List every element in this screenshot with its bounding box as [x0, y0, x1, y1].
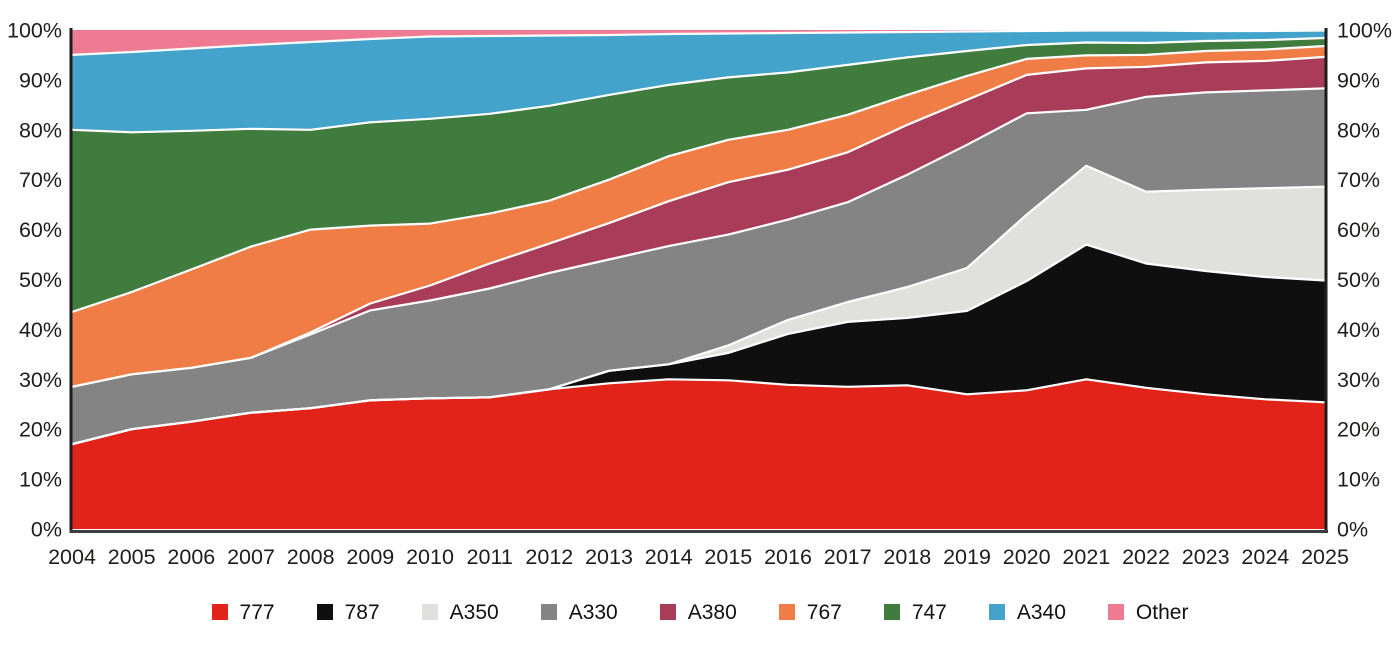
- x-axis-labels: 2004 2005 2006 2007 2008 2009 2010 2011 2012 2013…: [48, 545, 1349, 569]
- x-tick-label: 2016: [764, 545, 812, 569]
- x-tick-label: 2011: [467, 545, 513, 569]
- legend-item-787: 787: [316, 600, 380, 624]
- x-axis-line: [69, 530, 1328, 533]
- y-tick-label-right: 0%: [1337, 518, 1368, 542]
- y-axis-line-left: [69, 28, 73, 533]
- legend-label: 767: [806, 600, 842, 624]
- x-tick-label: 2009: [346, 545, 394, 569]
- y-axis-labels-left: 0% 10% 20% 30% 40% 50% 60% 70% 80% 90% 100%: [7, 19, 62, 542]
- y-tick-label-right: 60%: [1337, 218, 1380, 242]
- y-tick-label-left: 50%: [19, 268, 62, 292]
- legend-label: Other: [1135, 600, 1189, 624]
- y-tick-label-left: 10%: [19, 468, 62, 492]
- legend-item-a350: A350: [421, 600, 499, 624]
- legend-item-777: 777: [211, 600, 275, 624]
- legend-swatch-icon: [883, 604, 900, 620]
- x-tick-label: 2025: [1301, 545, 1349, 569]
- legend-swatch-icon: [540, 604, 557, 620]
- legend-swatch-icon: [421, 604, 438, 620]
- legend-label: 777: [239, 600, 275, 624]
- x-tick-label: 2023: [1182, 545, 1230, 569]
- band-separator: [71, 55, 1326, 388]
- y-tick-label-right: 50%: [1337, 268, 1380, 292]
- area-band-747: [72, 38, 1325, 312]
- x-tick-label: 2004: [48, 545, 96, 569]
- chart-legend: 777 787 A350 A330 A380 767 747 A340 Other: [0, 599, 1400, 625]
- x-tick-label: 2014: [645, 545, 693, 569]
- y-axis-line-right: [1324, 28, 1328, 533]
- legend-swatch-icon: [778, 604, 795, 620]
- legend-item-747: 747: [883, 600, 947, 624]
- legend-label: A380: [687, 600, 737, 624]
- y-tick-label-right: 10%: [1337, 468, 1380, 492]
- area-band-a380: [72, 56, 1325, 387]
- area-band-a330: [72, 88, 1325, 445]
- y-tick-label-right: 20%: [1337, 418, 1380, 442]
- legend-item-a380: A380: [659, 600, 737, 624]
- legend-item-other: Other: [1107, 600, 1189, 624]
- area-band-767: [72, 46, 1325, 387]
- y-tick-label-left: 90%: [19, 68, 62, 92]
- legend-item-a330: A330: [540, 600, 618, 624]
- legend-label: A350: [449, 600, 499, 624]
- band-separator: [71, 164, 1326, 446]
- legend-label: 747: [911, 600, 947, 624]
- x-tick-label: 2005: [108, 545, 156, 569]
- area-band-777: [72, 379, 1325, 529]
- x-tick-label: 2017: [824, 545, 872, 569]
- legend-swatch-icon: [659, 604, 676, 620]
- legend-swatch-icon: [1107, 604, 1124, 620]
- legend-item-767: 767: [778, 600, 842, 624]
- y-tick-label-right: 70%: [1337, 168, 1380, 192]
- area-band-a340: [72, 30, 1325, 133]
- y-tick-label-left: 100%: [7, 19, 62, 43]
- y-tick-label-right: 30%: [1337, 368, 1380, 392]
- y-tick-label-left: 40%: [19, 318, 62, 342]
- legend-item-a340: A340: [988, 600, 1066, 624]
- y-tick-label-left: 0%: [31, 518, 62, 542]
- legend-swatch-icon: [988, 604, 1005, 620]
- legend-label: 787: [344, 600, 380, 624]
- y-tick-label-left: 20%: [19, 418, 62, 442]
- band-separator: [71, 44, 1326, 313]
- y-tick-label-left: 60%: [19, 218, 62, 242]
- band-separator: [71, 29, 1326, 56]
- x-tick-label: 2024: [1241, 545, 1289, 569]
- x-tick-label: 2006: [167, 545, 215, 569]
- x-tick-label: 2020: [1003, 545, 1051, 569]
- x-tick-label: 2012: [525, 545, 573, 569]
- legend-label: A330: [568, 600, 618, 624]
- x-tick-label: 2013: [585, 545, 633, 569]
- area-band-other: [72, 30, 1325, 55]
- legend-swatch-icon: [211, 604, 228, 620]
- x-tick-label: 2019: [943, 545, 991, 569]
- area-band-787: [72, 244, 1325, 445]
- y-tick-label-left: 80%: [19, 118, 62, 142]
- y-tick-label-right: 100%: [1337, 19, 1392, 43]
- x-tick-label: 2015: [704, 545, 752, 569]
- y-tick-label-left: 70%: [19, 168, 62, 192]
- y-tick-label-left: 30%: [19, 368, 62, 392]
- x-tick-label: 2008: [287, 545, 335, 569]
- x-tick-label: 2007: [227, 545, 275, 569]
- legend-label: A340: [1016, 600, 1066, 624]
- y-axis-labels-right: 0% 10% 20% 30% 40% 50% 60% 70% 80% 90% 100%: [1337, 19, 1392, 542]
- x-tick-label: 2018: [883, 545, 931, 569]
- x-tick-label: 2010: [406, 545, 454, 569]
- x-tick-label: 2022: [1122, 545, 1170, 569]
- x-tick-label: 2021: [1062, 545, 1110, 569]
- legend-swatch-icon: [316, 604, 333, 620]
- band-separator: [71, 36, 1326, 134]
- area-band-a350: [72, 165, 1325, 445]
- y-tick-label-right: 90%: [1337, 68, 1380, 92]
- y-tick-label-right: 40%: [1337, 318, 1380, 342]
- y-tick-label-right: 80%: [1337, 118, 1380, 142]
